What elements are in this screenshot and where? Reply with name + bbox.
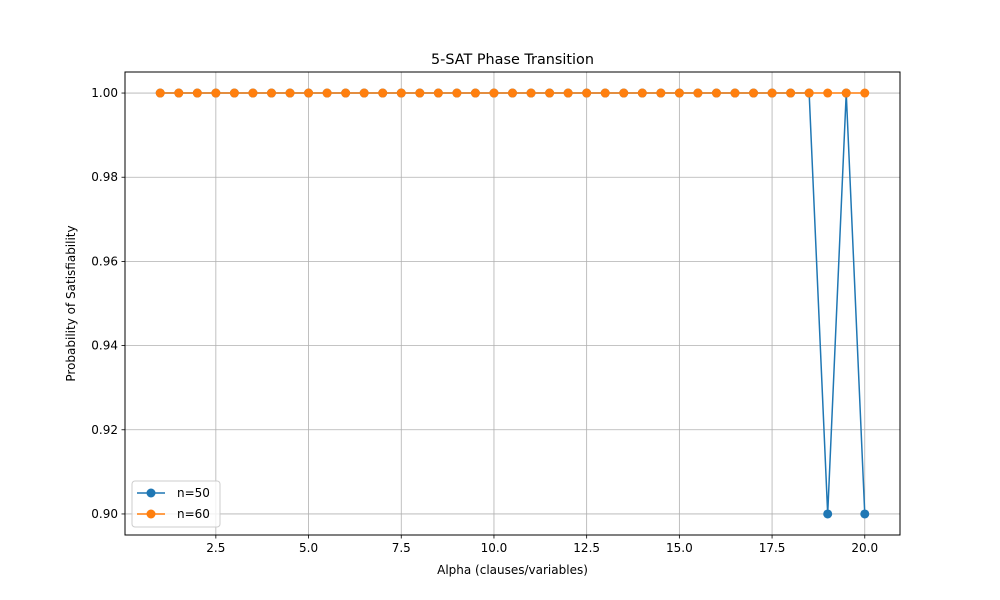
axis-ticks: 2.5 5.0 7.5 10.0 12.5 15.0 17.5 20.0 0.90 0.92 0.9… [91, 86, 878, 555]
y-tick-label: 0.90 [91, 507, 118, 521]
data-point-n60 [470, 88, 480, 98]
x-tick-label: 12.5 [573, 541, 600, 555]
data-point-n60 [322, 88, 332, 98]
data-point-n60 [619, 88, 629, 98]
legend-marker-n50 [146, 488, 156, 498]
x-tick-label: 2.5 [206, 541, 225, 555]
legend-marker-n60 [146, 509, 156, 519]
data-point-n60 [600, 88, 610, 98]
data-point-n60 [433, 88, 443, 98]
legend-label-n60: n=60 [177, 507, 210, 521]
data-point-n60 [730, 88, 740, 98]
y-tick-label: 0.92 [91, 423, 118, 437]
data-point-n60 [489, 88, 499, 98]
data-point-n60 [526, 88, 536, 98]
legend: n=50 n=60 [131, 480, 221, 528]
y-axis-label: Probability of Satisfiability [64, 225, 78, 381]
data-point-n50 [860, 509, 870, 519]
data-point-n60 [674, 88, 684, 98]
data-point-n60 [285, 88, 295, 98]
data-point-n60 [155, 88, 165, 98]
data-point-n60 [563, 88, 573, 98]
data-point-n60 [248, 88, 258, 98]
x-axis-label: Alpha (clauses/variables) [437, 563, 588, 577]
x-tick-label: 7.5 [392, 541, 411, 555]
data-point-n60 [582, 88, 592, 98]
plot-area-frame [124, 71, 901, 536]
x-tick-label: 20.0 [851, 541, 878, 555]
series-layer [155, 88, 870, 519]
chart-title: 5-SAT Phase Transition [431, 52, 594, 68]
y-tick-label: 0.98 [91, 170, 118, 184]
x-tick-label: 15.0 [666, 541, 693, 555]
data-point-n60 [693, 88, 703, 98]
data-point-n60 [711, 88, 721, 98]
legend-entry-n60: n=60 [137, 507, 210, 521]
data-point-n60 [192, 88, 202, 98]
data-point-n60 [786, 88, 796, 98]
data-point-n60 [656, 88, 666, 98]
data-point-n60 [767, 88, 777, 98]
data-point-n60 [823, 88, 833, 98]
data-point-n60 [637, 88, 647, 98]
y-tick-label: 0.94 [91, 339, 118, 353]
x-tick-label: 10.0 [481, 541, 508, 555]
data-point-n60 [229, 88, 239, 98]
data-point-n60 [508, 88, 517, 98]
data-point-n60 [211, 88, 221, 98]
legend-label-n50: n=50 [177, 486, 210, 500]
y-tick-label: 1.00 [91, 86, 118, 100]
data-point-n60 [378, 88, 388, 98]
data-point-n50 [823, 509, 833, 519]
x-tick-label: 17.5 [759, 541, 786, 555]
data-point-n60 [304, 88, 314, 98]
data-point-n60 [359, 88, 369, 98]
data-point-n60 [545, 88, 555, 98]
data-point-n60 [860, 88, 870, 98]
y-tick-label: 0.96 [91, 254, 118, 268]
data-point-n60 [841, 88, 851, 98]
legend-entry-n50: n=50 [137, 486, 210, 500]
data-point-n60 [749, 88, 759, 98]
data-point-n60 [341, 88, 351, 98]
data-point-n60 [266, 88, 276, 98]
x-tick-label: 5.0 [299, 541, 318, 555]
data-point-n60 [415, 88, 425, 98]
data-point-n60 [396, 88, 406, 98]
data-point-n60 [174, 88, 184, 98]
data-point-n60 [804, 88, 814, 98]
data-point-n60 [452, 88, 462, 98]
